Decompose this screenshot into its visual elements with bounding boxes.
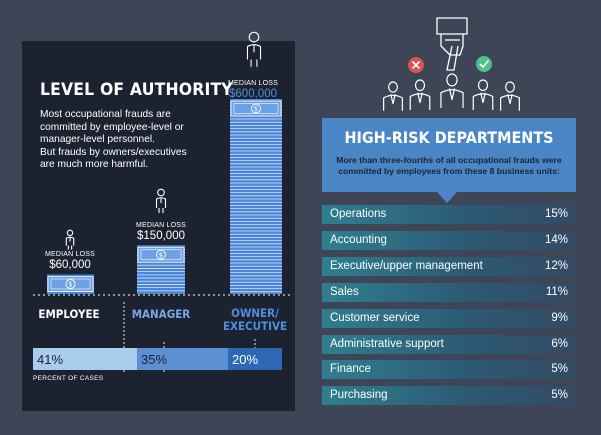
department-name: Executive/upper management [330,259,483,272]
department-row: Purchasing 5% [322,386,576,406]
owner-label-line-2: EXECUTIVE [222,319,288,333]
department-name: Sales [330,285,359,298]
money-stack-icon: $ [47,274,94,294]
department-percent: 15% [544,208,568,220]
department-percent: 14% [544,233,568,246]
department-percent: 12% [544,259,568,272]
department-name: Operations [330,208,387,220]
median-loss-value: $150,000 [137,230,185,242]
median-loss-label: MEDIAN LOSS [135,222,187,229]
person-icon [383,81,403,111]
banner-pointer [437,192,457,203]
department-name: Purchasing [330,389,388,402]
person-icon [500,81,520,111]
pointing-hand-icon [436,17,468,71]
department-name: Finance [330,363,371,376]
employee-median-loss: MEDIAN LOSS $60,000 [35,251,105,271]
percent-segment [137,348,228,370]
percent-of-cases-bar: 41% 35% 20% [33,348,282,370]
money-stack-icon: $ [137,245,185,294]
department-row: Operations 15% [322,205,576,224]
money-stacks: $ $ $ [47,99,282,294]
owner-median-loss: MEDIAN LOSS $600,000 [218,80,288,100]
median-loss-value: $600,000 [229,88,277,100]
level-label-employee: EMPLOYEE [38,307,100,321]
person-icon [472,79,494,110]
level-label-manager: MANAGER [131,307,191,321]
percent-value: 41% [37,352,63,367]
department-row: Accounting 14% [322,230,576,250]
department-row: Customer service 9% [322,308,576,328]
svg-text:$: $ [68,281,72,289]
person-icon [65,229,75,250]
manager-median-loss: MEDIAN LOSS $150,000 [126,222,196,242]
department-percent: 9% [551,311,568,324]
group-icon [383,73,520,111]
person-icon [409,79,431,110]
intro-line-2: But frauds by owners/executives are much… [40,146,187,171]
reject-icon [408,57,424,73]
percent-value: 20% [232,352,258,367]
owner-label-line-1: OWNER/ [231,306,279,320]
percent-segment [33,348,137,370]
percent-segment [228,348,282,370]
department-percent: 5% [551,389,568,402]
authority-intro: Most occupational frauds are committed b… [40,109,200,172]
median-loss-label: MEDIAN LOSS [227,80,279,87]
approve-icon [476,56,492,72]
person-icon [155,188,167,213]
authority-title: LEVEL OF AUTHORITY [40,80,233,100]
svg-text:$: $ [254,105,258,113]
level-label-owner: OWNER/ EXECUTIVE [215,307,296,333]
executive-figures [65,31,262,250]
departments-subtitle: More than three-fourths of all occupatio… [336,155,562,176]
department-percent: 5% [551,363,568,376]
department-row: Administrative support 6% [322,334,576,354]
department-name: Accounting [330,233,387,246]
departments-title: HIGH-RISK DEPARTMENTS [344,128,554,147]
departments-banner: HIGH-RISK DEPARTMENTS More than three-fo… [322,118,576,192]
department-percent: 6% [551,337,568,350]
percent-caption: PERCENT OF CASES [33,375,104,382]
money-stack-icon: $ [230,99,282,294]
svg-text:$: $ [159,251,163,259]
department-row: Sales 11% [322,282,576,302]
person-icon [440,73,464,108]
department-name: Customer service [330,311,420,324]
median-loss-value: $60,000 [49,259,91,271]
department-row: Executive/upper management 12% [322,256,576,276]
department-percent: 11% [545,285,568,298]
department-name: Administrative support [330,337,444,350]
intro-line-1: Most occupational frauds are committed b… [40,109,184,146]
department-row: Finance 5% [322,360,576,380]
person-icon [246,31,262,67]
percent-value: 35% [141,352,167,367]
median-loss-label: MEDIAN LOSS [44,251,96,258]
